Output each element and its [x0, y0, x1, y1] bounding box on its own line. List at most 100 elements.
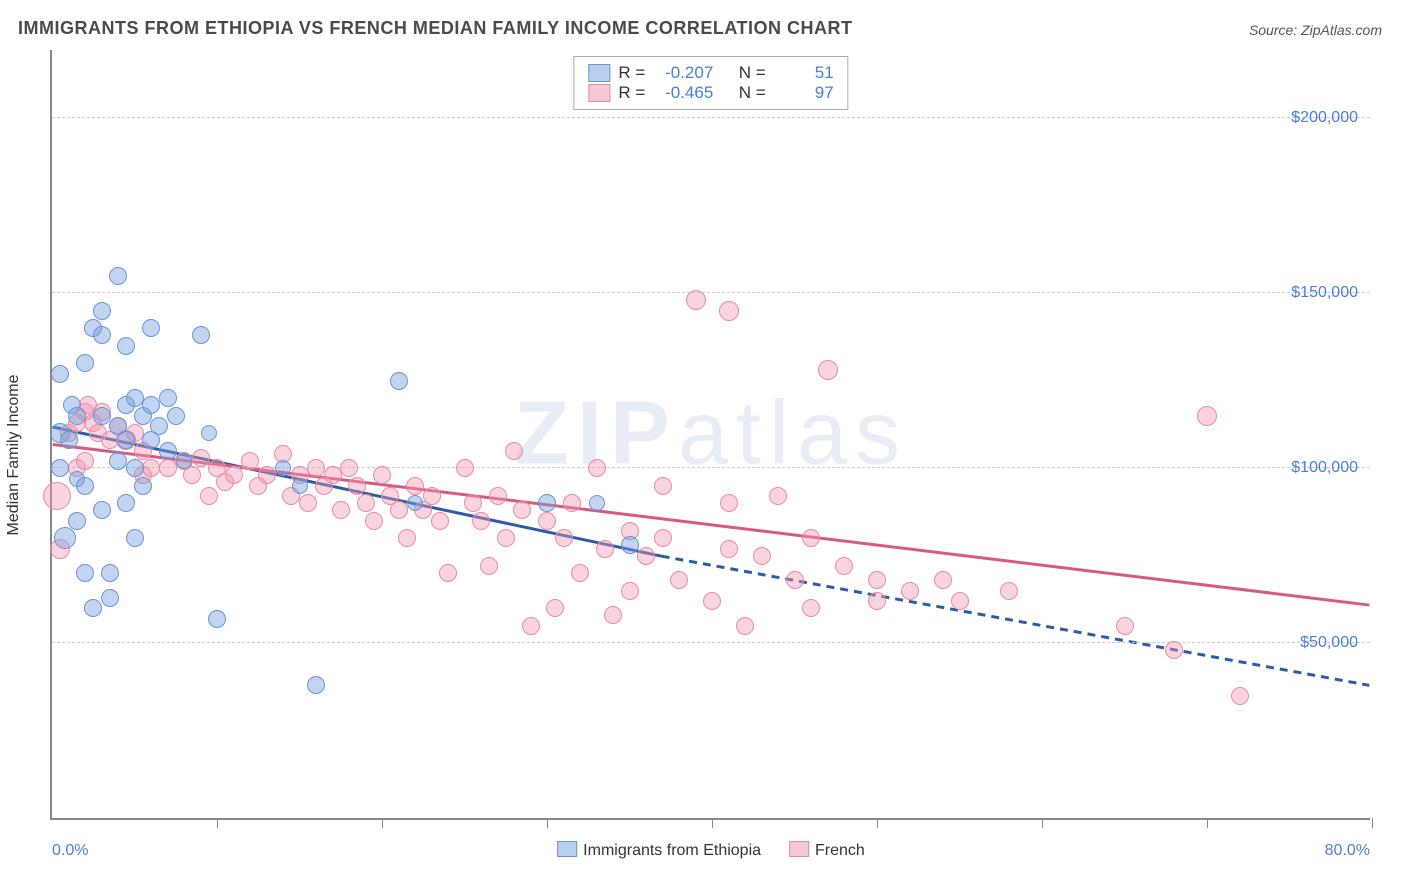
data-point [588, 459, 606, 477]
data-point [208, 610, 226, 628]
data-point [1000, 582, 1018, 600]
data-point [142, 319, 160, 337]
legend-swatch [557, 841, 577, 857]
data-point [802, 529, 820, 547]
data-point [390, 372, 408, 390]
legend-swatch [588, 84, 610, 102]
y-tick-label: $150,000 [1291, 284, 1358, 302]
data-point [555, 529, 573, 547]
chart-title: IMMIGRANTS FROM ETHIOPIA VS FRENCH MEDIA… [18, 18, 853, 39]
data-point [101, 589, 119, 607]
data-point [456, 459, 474, 477]
data-point [176, 453, 192, 469]
data-point [76, 354, 94, 372]
data-point [76, 477, 94, 495]
legend-item: Immigrants from Ethiopia [557, 841, 761, 860]
data-point [571, 564, 589, 582]
x-tick [712, 818, 713, 828]
data-point [489, 487, 507, 505]
correlation-chart: IMMIGRANTS FROM ETHIOPIA VS FRENCH MEDIA… [0, 0, 1406, 892]
data-point [505, 442, 523, 460]
data-point [225, 466, 243, 484]
data-point [275, 460, 291, 476]
data-point [868, 592, 886, 610]
stat-r-label: R = [618, 63, 645, 83]
data-point [1116, 617, 1134, 635]
data-point [51, 459, 69, 477]
data-point [365, 512, 383, 530]
data-point [596, 540, 614, 558]
legend-series: Immigrants from EthiopiaFrench [557, 841, 865, 860]
data-point [513, 501, 531, 519]
data-point [126, 459, 144, 477]
data-point [563, 494, 581, 512]
stat-n-label: N = [739, 83, 766, 103]
data-point [621, 582, 639, 600]
x-tick [217, 818, 218, 828]
data-point [423, 487, 441, 505]
data-point [68, 512, 86, 530]
data-point [192, 326, 210, 344]
x-tick [1207, 818, 1208, 828]
data-point [637, 547, 655, 565]
data-point [93, 326, 111, 344]
y-tick-label: $200,000 [1291, 109, 1358, 127]
data-point [538, 494, 556, 512]
x-tick [1372, 818, 1373, 828]
data-point [818, 360, 838, 380]
data-point [93, 501, 111, 519]
data-point [126, 529, 144, 547]
legend-stat-row: R =-0.465 N =97 [588, 83, 833, 103]
data-point [439, 564, 457, 582]
data-point [43, 482, 71, 510]
data-point [159, 442, 177, 460]
data-point [340, 459, 358, 477]
data-point [126, 389, 144, 407]
x-axis-min-label: 0.0% [52, 842, 88, 860]
data-point [54, 527, 76, 549]
data-point [357, 494, 375, 512]
data-point [753, 547, 771, 565]
data-point [720, 540, 738, 558]
data-point [654, 529, 672, 547]
data-point [241, 452, 259, 470]
data-point [901, 582, 919, 600]
data-point [307, 459, 325, 477]
data-point [84, 599, 102, 617]
data-point [150, 417, 168, 435]
data-point [200, 487, 218, 505]
plot-area: ZIPatlas R =-0.207 N =51R =-0.465 N =97 … [50, 50, 1370, 820]
x-axis-max-label: 80.0% [1325, 842, 1370, 860]
y-axis-label: Median Family Income [5, 375, 23, 536]
data-point [604, 606, 622, 624]
data-point [60, 431, 78, 449]
gridline [52, 292, 1370, 293]
legend-stats: R =-0.207 N =51R =-0.465 N =97 [573, 56, 848, 110]
data-point [868, 571, 886, 589]
data-point [76, 564, 94, 582]
data-point [720, 494, 738, 512]
data-point [407, 495, 423, 511]
stat-r-value: -0.465 [653, 83, 713, 103]
data-point [497, 529, 515, 547]
data-point [719, 301, 739, 321]
data-point [192, 449, 210, 467]
data-point [109, 267, 127, 285]
data-point [1231, 687, 1249, 705]
data-point [201, 425, 217, 441]
data-point [292, 478, 308, 494]
x-tick [877, 818, 878, 828]
data-point [142, 459, 160, 477]
data-point [472, 512, 490, 530]
data-point [934, 571, 952, 589]
data-point [686, 290, 706, 310]
data-point [332, 501, 350, 519]
data-point [398, 529, 416, 547]
legend-swatch [588, 64, 610, 82]
data-point [167, 407, 185, 425]
data-point [786, 571, 804, 589]
stat-n-value: 97 [774, 83, 834, 103]
data-point [76, 452, 94, 470]
data-point [1197, 406, 1217, 426]
data-point [299, 494, 317, 512]
